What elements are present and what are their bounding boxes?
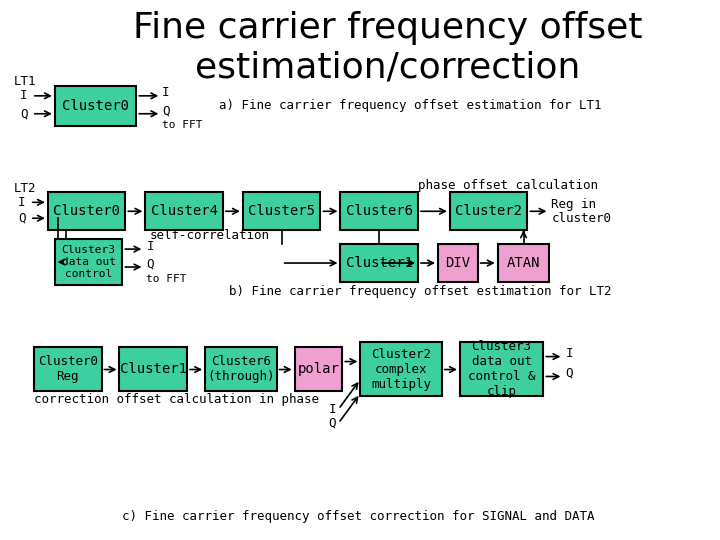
- FancyBboxPatch shape: [341, 192, 418, 230]
- Text: I: I: [162, 86, 170, 99]
- Text: I: I: [146, 240, 154, 253]
- FancyBboxPatch shape: [48, 192, 125, 230]
- Text: Q: Q: [146, 258, 154, 271]
- Text: Cluster5: Cluster5: [248, 204, 315, 218]
- Text: correction offset calculation in phase: correction offset calculation in phase: [34, 393, 319, 406]
- Text: phase offset calculation: phase offset calculation: [418, 179, 598, 192]
- Text: LT1: LT1: [14, 76, 37, 89]
- Text: to FFT: to FFT: [162, 120, 203, 130]
- Text: Cluster6
(through): Cluster6 (through): [207, 355, 274, 383]
- Text: Fine carrier frequency offset
estimation/correction: Fine carrier frequency offset estimation…: [133, 11, 643, 85]
- Text: Cluster3
data out
control: Cluster3 data out control: [62, 246, 116, 279]
- Text: c) Fine carrier frequency offset correction for SIGNAL and DATA: c) Fine carrier frequency offset correct…: [122, 510, 595, 523]
- FancyBboxPatch shape: [460, 342, 544, 396]
- Text: LT2: LT2: [14, 182, 37, 195]
- Text: Q: Q: [565, 367, 573, 380]
- FancyBboxPatch shape: [55, 239, 122, 285]
- FancyBboxPatch shape: [360, 342, 442, 396]
- Text: Cluster4: Cluster4: [150, 204, 217, 218]
- Text: Q: Q: [328, 417, 336, 430]
- Text: a) Fine carrier frequency offset estimation for LT1: a) Fine carrier frequency offset estimat…: [219, 99, 601, 112]
- FancyBboxPatch shape: [294, 347, 343, 392]
- Text: cluster0: cluster0: [552, 212, 611, 225]
- Text: Cluster1: Cluster1: [120, 362, 186, 376]
- Text: Q: Q: [162, 104, 170, 117]
- Text: I: I: [20, 89, 27, 102]
- FancyBboxPatch shape: [145, 192, 223, 230]
- Text: Q: Q: [18, 212, 25, 225]
- Text: Cluster2
complex
multiply: Cluster2 complex multiply: [371, 348, 431, 390]
- Text: to FFT: to FFT: [146, 274, 186, 284]
- Text: ATAN: ATAN: [507, 256, 540, 270]
- FancyBboxPatch shape: [243, 192, 320, 230]
- FancyBboxPatch shape: [55, 86, 136, 126]
- FancyBboxPatch shape: [450, 192, 528, 230]
- Text: Cluster0: Cluster0: [62, 99, 129, 113]
- Text: polar: polar: [297, 362, 339, 376]
- Text: Q: Q: [20, 107, 27, 120]
- Text: Cluster0: Cluster0: [53, 204, 120, 218]
- FancyBboxPatch shape: [438, 244, 478, 282]
- Text: I: I: [18, 196, 25, 209]
- Text: b) Fine carrier frequency offset estimation for LT2: b) Fine carrier frequency offset estimat…: [229, 286, 611, 299]
- Text: Reg in: Reg in: [552, 198, 596, 211]
- FancyBboxPatch shape: [205, 347, 276, 392]
- FancyBboxPatch shape: [120, 347, 187, 392]
- Text: Cluster2: Cluster2: [455, 204, 522, 218]
- FancyBboxPatch shape: [34, 347, 102, 392]
- Text: Cluster0
Reg: Cluster0 Reg: [37, 355, 98, 383]
- FancyBboxPatch shape: [341, 244, 418, 282]
- Text: self-correlation: self-correlation: [149, 228, 269, 242]
- Text: Cluster1: Cluster1: [346, 256, 413, 270]
- Text: I: I: [328, 403, 336, 416]
- Text: I: I: [565, 347, 573, 360]
- Text: DIV: DIV: [445, 256, 470, 270]
- Text: Cluster6: Cluster6: [346, 204, 413, 218]
- FancyBboxPatch shape: [498, 244, 549, 282]
- Text: Cluster3
data out
control &
clip: Cluster3 data out control & clip: [468, 340, 536, 398]
